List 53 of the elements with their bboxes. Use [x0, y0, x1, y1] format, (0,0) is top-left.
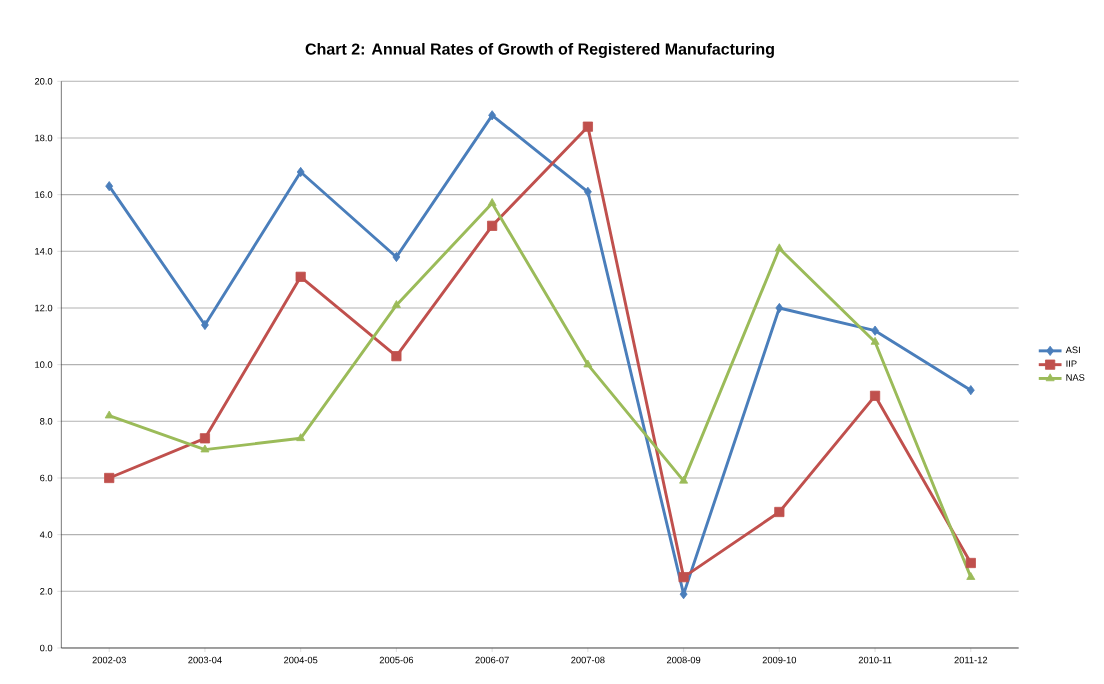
x-tick-label: 2004-05 — [284, 656, 318, 664]
point — [488, 110, 497, 121]
x-tick-label: 2002-03 — [92, 656, 126, 664]
point — [105, 181, 114, 192]
point — [774, 506, 785, 518]
y-tick-label: 20.0 — [34, 78, 53, 85]
y-tick-label: 2.0 — [40, 588, 53, 595]
point — [870, 336, 880, 345]
y-tick-label: 12.0 — [35, 304, 53, 312]
point — [295, 271, 306, 282]
y-tick-label: 8.0 — [40, 418, 53, 425]
x-tick-label: 2007-08 — [571, 656, 605, 664]
point — [966, 572, 976, 580]
point — [392, 251, 401, 263]
point — [296, 433, 306, 442]
y-tick-label: 16.0 — [35, 191, 53, 198]
point — [391, 351, 402, 362]
x-tick-label: 2006-07 — [475, 656, 509, 664]
point — [200, 444, 210, 453]
legend-label: IIP — [1066, 360, 1077, 367]
point — [104, 410, 114, 419]
point — [199, 433, 210, 444]
x-tick-label: 2008-09 — [666, 656, 701, 664]
x-tick-label: 2003-04 — [188, 656, 222, 664]
y-tick-label: 10.0 — [35, 361, 53, 368]
x-tick-label: 2005-06 — [379, 656, 414, 664]
point — [391, 300, 401, 308]
point — [582, 121, 593, 132]
point — [774, 243, 784, 252]
x-tick-label: 2009-10 — [762, 656, 797, 664]
point — [583, 186, 592, 197]
point — [104, 472, 115, 484]
legend-label: NAS — [1066, 374, 1085, 381]
y-tick-label: 4.0 — [39, 531, 53, 538]
point — [487, 198, 497, 206]
point — [965, 557, 976, 569]
y-tick-label: 0.0 — [40, 644, 53, 652]
y-tick-label: 18.0 — [35, 134, 53, 142]
y-tick-label: 14.0 — [35, 248, 53, 255]
chart-title: Chart 2: Annual Rates of Growth of Registered Manufacturing — [305, 42, 774, 58]
point — [870, 390, 881, 401]
point — [871, 325, 879, 336]
point — [678, 572, 689, 583]
point — [679, 475, 689, 484]
x-tick-label: 2010-11 — [858, 656, 892, 664]
point — [583, 359, 593, 368]
point — [296, 166, 305, 178]
legend-label: ASI — [1065, 346, 1080, 354]
point — [966, 385, 975, 396]
point — [487, 220, 498, 231]
x-tick-label: 2011-12 — [954, 656, 988, 664]
y-tick-label: 6.0 — [40, 474, 53, 482]
point — [775, 302, 784, 314]
